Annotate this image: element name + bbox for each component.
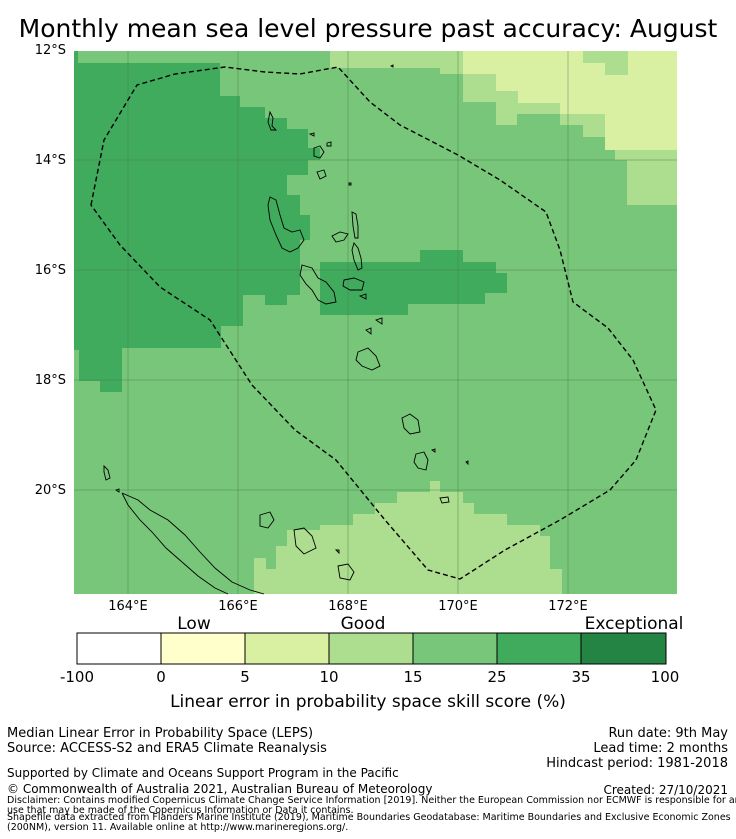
colorbar-tick: 100: [650, 668, 680, 686]
lon-label: 164°E: [108, 599, 148, 614]
island-banks-2: [316, 169, 327, 180]
island-small-5: [374, 317, 383, 325]
island-loyalty-2: [293, 527, 317, 555]
colorbar-tick: 0: [156, 668, 166, 686]
island-aneityum: [439, 496, 450, 504]
island-small-1: [308, 132, 315, 137]
coastlines: [103, 64, 469, 595]
colorbar-category-label: Good: [340, 614, 386, 634]
footer-run-date: Run date: 9th May: [608, 726, 728, 741]
island-maewo: [351, 211, 359, 239]
island-tanna: [413, 451, 429, 471]
lat-label: 14°S: [34, 153, 66, 168]
island-erromango: [401, 413, 421, 435]
island-belep: [103, 464, 111, 481]
island-small-6: [365, 327, 372, 335]
island-malekula: [299, 264, 337, 305]
colorbar-swatch-3: [328, 632, 414, 665]
footer-supported: Supported by Climate and Oceans Support …: [7, 766, 399, 780]
island-loyalty-1: [259, 511, 275, 529]
footer-shapefile-line: (200NM), version 11. Available online at…: [7, 822, 349, 833]
colorbar-tick: 10: [319, 668, 339, 686]
island-small-10: [114, 488, 120, 493]
colorbar-swatch-2: [244, 632, 330, 665]
island-small-4: [358, 293, 367, 300]
region-10-15-patch: [254, 558, 266, 594]
island-small-8: [465, 460, 469, 466]
island-small-9: [389, 64, 394, 68]
colorbar-category-label: Exceptional: [584, 614, 684, 634]
region-5-10-northeast: [463, 51, 677, 150]
colorbar-swatch-5: [496, 632, 582, 665]
island-pentecost: [351, 242, 363, 271]
colorbar: [76, 632, 667, 665]
footer-method: Median Linear Error in Probability Space…: [7, 726, 314, 741]
footer-hindcast: Hindcast period: 1981-2018: [546, 756, 728, 771]
footer-created: Created: 27/10/2021: [603, 783, 728, 797]
map-title: Monthly mean sea level pressure past acc…: [18, 14, 718, 43]
island-small-2: [326, 141, 332, 147]
colorbar-category-label: Low: [177, 614, 211, 634]
island-new-caledonia: [121, 492, 265, 595]
colorbar-tick: 35: [571, 668, 591, 686]
lat-label: 20°S: [34, 483, 66, 498]
island-espiritu-santo: [267, 196, 305, 253]
footer-copyright: © Commonwealth of Australia 2021, Austra…: [7, 782, 433, 796]
footer-lead-time: Lead time: 2 months: [593, 741, 728, 756]
colorbar-title: Linear error in probability space skill …: [170, 692, 566, 712]
colorbar-swatch-0: [76, 632, 162, 665]
eez-boundary: [90, 66, 657, 580]
footer-source: Source: ACCESS-S2 and ERA5 Climate Reana…: [7, 741, 327, 756]
lon-label: 168°E: [328, 599, 368, 614]
footer-disclaimer-line: Disclaimer: Contains modified Copernicus…: [7, 795, 736, 806]
colorbar-tick: 5: [240, 668, 250, 686]
region-10-15-patch: [583, 51, 628, 63]
colorbar-swatch-4: [412, 632, 498, 665]
island-ambae: [331, 231, 349, 243]
colorbar-swatch-6: [580, 632, 667, 665]
map-graticule: [74, 51, 677, 594]
lon-label: 172°E: [548, 599, 588, 614]
island-small-3: [348, 182, 352, 186]
colorbar-tick: 15: [403, 668, 423, 686]
island-banks-1: [313, 145, 325, 159]
footer-shapefile-line: Shapefile data extracted from Flanders M…: [7, 812, 731, 823]
island-ambrym: [342, 277, 365, 291]
colorbar-tick: -100: [59, 668, 95, 686]
lat-label: 16°S: [34, 263, 66, 278]
colorbar-tick: 25: [487, 668, 507, 686]
lon-label: 170°E: [438, 599, 478, 614]
region-10-15-patch: [605, 63, 628, 75]
island-small-11: [334, 549, 340, 555]
region-25-35-central: [320, 250, 507, 315]
island-efate: [355, 347, 381, 371]
island-small-7: [430, 448, 436, 453]
region-25-35-west: [74, 51, 320, 392]
lat-label: 18°S: [34, 373, 66, 388]
lat-label: 12°S: [34, 43, 66, 58]
lon-label: 166°E: [218, 599, 258, 614]
island-torres: [267, 110, 278, 131]
colorbar-swatch-1: [160, 632, 246, 665]
island-loyalty-3: [337, 563, 355, 581]
footer-disclaimer-line: use that may be made of the Copernicus I…: [7, 805, 354, 816]
